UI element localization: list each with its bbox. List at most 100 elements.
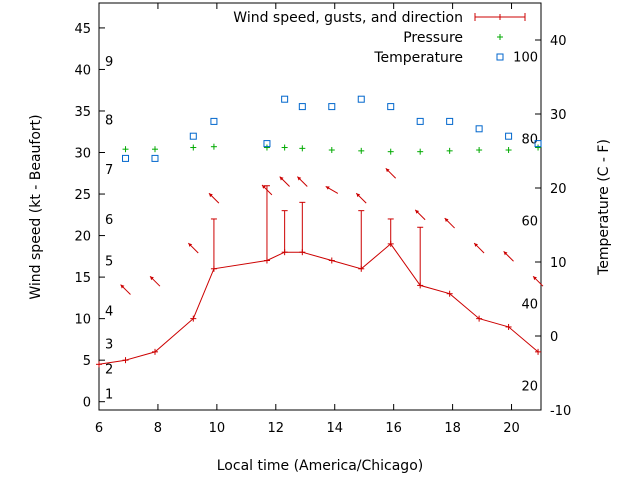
arrow-head (120, 284, 125, 289)
y-tick-label: 0 (83, 396, 91, 411)
beaufort-label: 7 (105, 163, 113, 178)
y2-tick-label: 30 (550, 108, 567, 123)
wind-direction-arrow (385, 167, 397, 179)
temperature-point (416, 117, 424, 125)
arrow-head (325, 186, 330, 190)
y2-tick-label: -10 (550, 404, 571, 419)
legend-entry: Temperature (373, 50, 504, 66)
temperature-point (475, 125, 483, 133)
beaufort-label: 2 (105, 362, 113, 377)
y-tick-label: 40 (74, 63, 91, 78)
pressure-point (299, 145, 306, 152)
x-axis-title: Local time (America/Chicago) (217, 458, 423, 474)
y-tick-label: 10 (74, 313, 91, 328)
arrow-head (208, 193, 213, 198)
arrow-head (188, 243, 193, 247)
temperature-point (357, 95, 365, 103)
x-tick-label: 20 (503, 421, 520, 436)
fahrenheit-label: 60 (521, 215, 538, 230)
pressure-point (263, 144, 270, 151)
pressure-point (210, 143, 217, 150)
wind-direction-arrow (261, 184, 273, 196)
temperature-point (328, 103, 336, 111)
wind-direction-arrow (120, 284, 131, 295)
arrow-head (503, 251, 508, 256)
wind-direction-arrow (187, 242, 199, 254)
temperature-point (298, 103, 306, 111)
wind-speed-point (446, 290, 453, 297)
beaufort-label: 3 (105, 338, 113, 353)
fahrenheit-label: 40 (521, 297, 538, 312)
wind-direction-arrow (325, 185, 339, 194)
pressure-point (328, 147, 335, 154)
arrow-head (533, 276, 537, 281)
wind-direction-arrow (355, 192, 367, 204)
x-tick-label: 16 (385, 421, 402, 436)
temperature-point (505, 132, 513, 140)
temperature-point (263, 140, 271, 148)
legend-entry: Pressure (403, 30, 503, 46)
legend-label: Wind speed, gusts, and direction (233, 10, 463, 26)
wind-speed-point (535, 348, 542, 355)
arrow-head (297, 176, 302, 181)
temperature-point (151, 154, 159, 162)
x-tick-label: 18 (444, 421, 461, 436)
x-tick-label: 6 (95, 421, 103, 436)
pressure-point (122, 146, 129, 153)
y-tick-label: 20 (74, 230, 91, 245)
y2-tick-label: 0 (550, 330, 558, 345)
wind-speed-line (98, 243, 539, 365)
fahrenheit-label: 20 (521, 380, 538, 395)
arrow-head (279, 176, 284, 181)
fahrenheit-label: 100 (513, 50, 538, 65)
wind-speed-point (151, 348, 158, 355)
temperature-point (281, 95, 289, 103)
pressure-point (446, 147, 453, 154)
y-axis-title: Wind speed (kt - Beaufort) (28, 114, 44, 299)
arrow-head (262, 184, 266, 189)
wind-speed-point (476, 315, 483, 322)
plot-frame (98, 2, 542, 411)
y-tick-label: 45 (74, 22, 91, 37)
pressure-point (476, 147, 483, 154)
pressure-point (281, 144, 288, 151)
legend-entry: Wind speed, gusts, and direction (233, 10, 526, 26)
arrow-head (415, 209, 420, 214)
legend-label: Temperature (373, 50, 463, 66)
wind-speed-point (122, 357, 129, 364)
wind-speed-point (190, 315, 197, 322)
y2-axis-title: Temperature (C - F) (596, 139, 612, 276)
arrow-head (150, 276, 154, 281)
arrow-head (474, 243, 479, 247)
pressure-point (505, 147, 512, 154)
beaufort-label: 8 (105, 113, 113, 128)
temperature-point (189, 132, 197, 140)
pressure-point (417, 148, 424, 155)
pressure-point (151, 146, 158, 153)
arrow-head (385, 168, 390, 173)
beaufort-label: 6 (105, 213, 113, 228)
wind-direction-arrow (503, 251, 514, 262)
pressure-point (387, 148, 394, 155)
pressure-point (535, 144, 542, 151)
x-tick-label: 8 (154, 421, 162, 436)
temperature-point (534, 140, 542, 148)
temperature-point (387, 103, 395, 111)
y2-tick-label: 40 (550, 34, 567, 49)
pressure-point (190, 144, 197, 151)
wind-speed-point (328, 257, 335, 264)
temperature-point (210, 117, 218, 125)
wind-direction-arrow (279, 176, 290, 187)
arrow-head (356, 193, 361, 198)
temperature-point (122, 154, 130, 162)
y-tick-label: 15 (74, 271, 91, 286)
wind-direction-arrow (444, 217, 455, 229)
temperature-point (446, 117, 454, 125)
wind-direction-arrow (473, 242, 485, 254)
fahrenheit-label: 80 (521, 132, 538, 147)
beaufort-label: 1 (105, 387, 113, 402)
y-tick-label: 30 (74, 147, 91, 162)
x-tick-label: 14 (326, 421, 343, 436)
legend-sample-square (496, 53, 504, 61)
